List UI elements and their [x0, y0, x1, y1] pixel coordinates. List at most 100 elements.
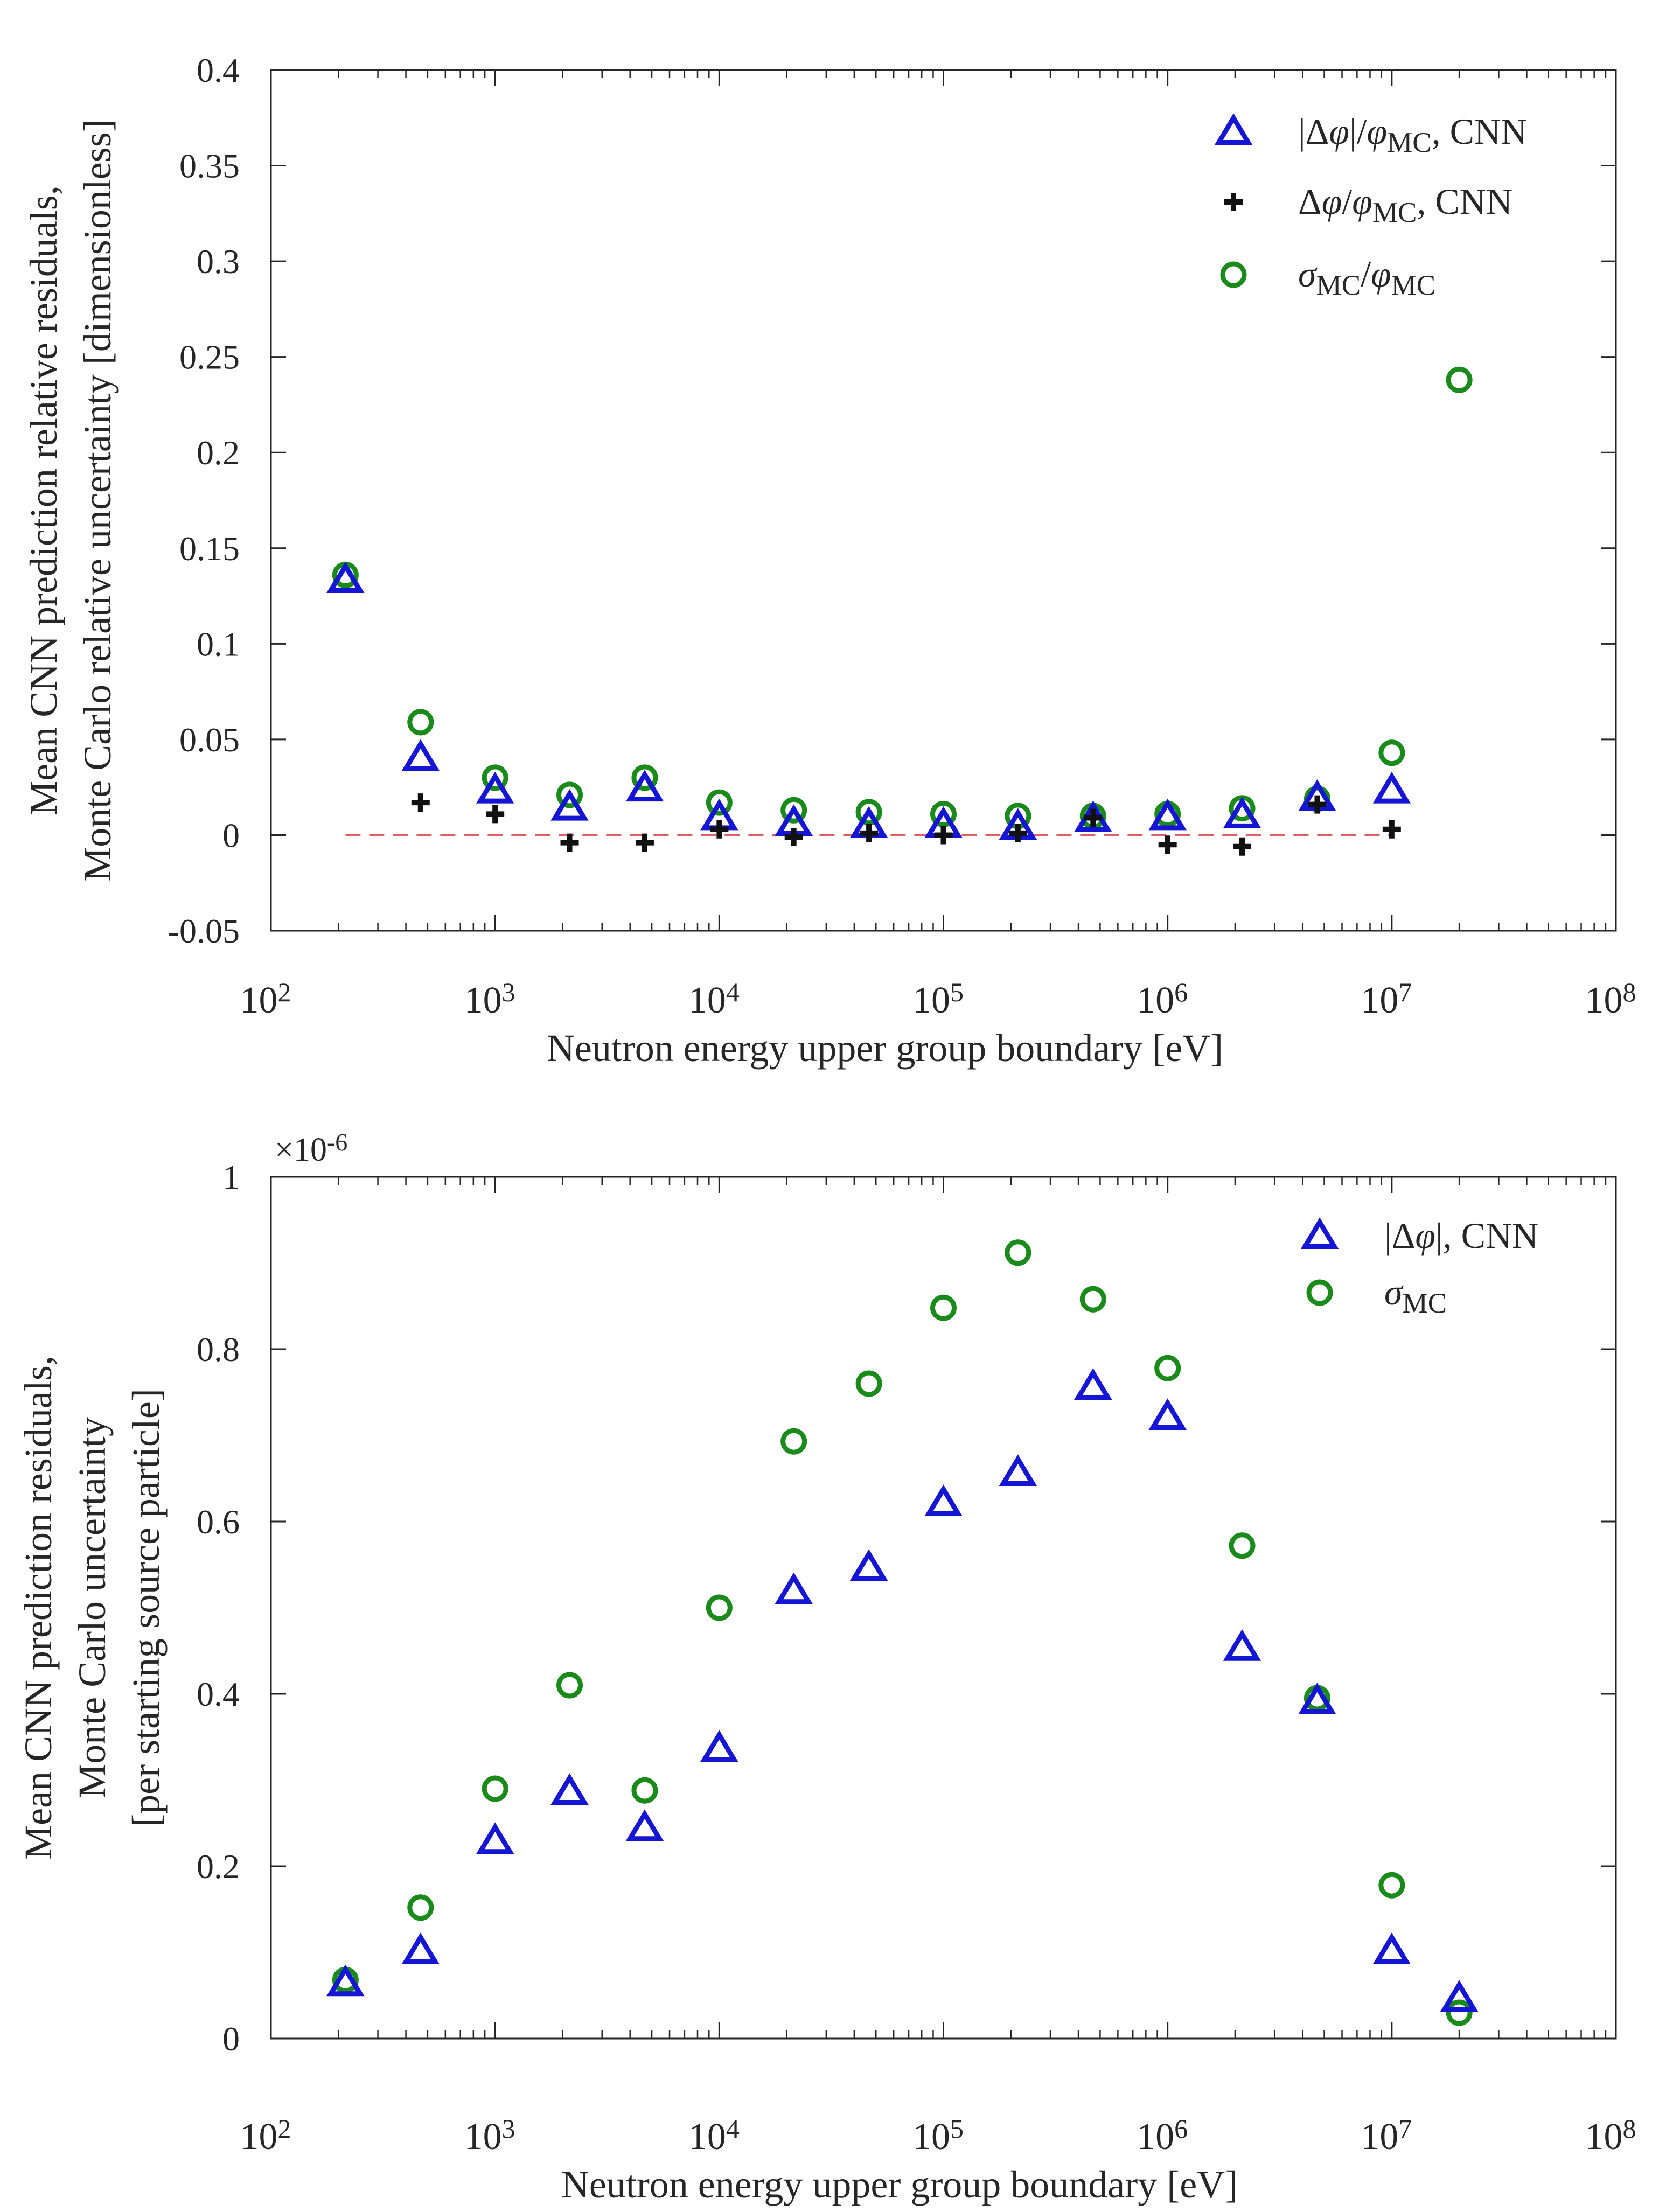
top-ytick-label: 0.1: [197, 625, 240, 663]
bottom-chart-xlabel: Neutron energy upper group boundary [eV]: [561, 2163, 1238, 2206]
top-point-triangle: [326, 561, 365, 594]
top-point-triangle: [401, 739, 440, 771]
bottom-point-triangle: [476, 1822, 514, 1854]
bottom-point-circle: [482, 1775, 508, 1802]
bottom-point-triangle: [924, 1484, 963, 1516]
top-chart-marks: [326, 366, 1473, 856]
bottom-xtick-label: 107: [1361, 2113, 1412, 2158]
bottom-point-circle: [930, 1294, 957, 1321]
bottom-point-circle: [1005, 1239, 1031, 1266]
bottom-ytick-label: 0.2: [197, 1847, 240, 1886]
bottom-point-circle: [631, 1777, 658, 1804]
top-ytick-label: -0.05: [168, 912, 240, 950]
bottom-point-circle: [1154, 1355, 1181, 1381]
top-legend-label: σMC/φMC: [1298, 254, 1435, 301]
bottom-legend-marker-triangle: [1300, 1217, 1339, 1249]
bottom-ytick-label: 0: [222, 2020, 240, 2058]
top-point-circle: [407, 709, 434, 736]
top-point-plus: [1308, 795, 1327, 814]
top-chart-ylabel: Mean CNN prediction relative residuals, M…: [22, 119, 119, 882]
top-point-triangle: [1372, 771, 1411, 804]
top-point-triangle: [476, 771, 514, 804]
bottom-point-circle: [1079, 1286, 1106, 1313]
top-ytick-label: 0.35: [179, 147, 240, 185]
bottom-legend-label: |Δφ|, CNN: [1384, 1215, 1538, 1256]
top-xtick-label: 102: [240, 977, 291, 1021]
bottom-ytick-label: 0.8: [197, 1330, 240, 1369]
bottom-point-circle: [1229, 1532, 1256, 1559]
bottom-y-multiplier: ×10-6: [275, 1128, 347, 1168]
bottom-point-circle: [1378, 1872, 1405, 1899]
bottom-chart-ticks: 0 0.2 0.4 0.6 0.8 1 102 103 104 105 106 107 108 ×10-6: [197, 1128, 1636, 2158]
bottom-xtick-label: 102: [240, 2113, 291, 2158]
top-ylabel-line: Monte Carlo relative uncertainty [dimens…: [76, 119, 119, 882]
top-point-plus: [1158, 835, 1177, 854]
top-xtick-label: 103: [464, 977, 515, 1021]
bottom-point-triangle: [849, 1549, 888, 1581]
top-legend-marker-triangle: [1214, 113, 1253, 145]
top-chart-legend: |Δφ|/φMC, CNN Δφ/φMC, CNN σMC/φMC: [1214, 111, 1527, 301]
bottom-legend-label: σMC: [1384, 1272, 1447, 1319]
top-chart: Mean CNN prediction relative residuals, M…: [22, 51, 1636, 1070]
top-point-plus: [934, 826, 953, 845]
bottom-point-triangle: [1074, 1368, 1112, 1400]
top-chart-ticks: -0.05 0 0.05 0.1 0.15 0.2 0.25 0.3 0.35 0.4 102 103…: [168, 51, 1636, 1021]
bottom-point-circle: [706, 1594, 733, 1621]
bottom-chart-ylabel: Mean CNN prediction residuals, Monte Carl…: [17, 1356, 168, 1860]
bottom-point-triangle: [401, 1932, 440, 1964]
top-point-circle: [855, 799, 882, 826]
top-point-plus: [1008, 824, 1027, 842]
top-xtick-label: 108: [1585, 977, 1636, 1021]
top-point-plus: [635, 833, 654, 852]
top-xtick-label: 106: [1137, 977, 1188, 1021]
bottom-point-circle: [407, 1894, 434, 1921]
bottom-ytick-label: 0.6: [197, 1503, 240, 1541]
top-point-plus: [560, 833, 579, 852]
top-point-plus: [1382, 820, 1401, 839]
top-point-circle: [556, 781, 583, 808]
top-point-plus: [411, 793, 430, 812]
top-point-plus: [710, 820, 729, 839]
top-xtick-label: 104: [688, 977, 740, 1021]
top-point-circle: [706, 789, 733, 816]
top-xtick-label: 107: [1361, 977, 1412, 1021]
bottom-xtick-label: 103: [464, 2113, 515, 2158]
top-point-triangle: [1148, 798, 1187, 831]
bottom-point-triangle: [1223, 1629, 1261, 1661]
bottom-point-triangle: [700, 1730, 738, 1762]
top-point-circle: [930, 800, 957, 827]
top-chart-xlabel: Neutron energy upper group boundary [eV]: [547, 1027, 1223, 1070]
bottom-ylabel-line: Mean CNN prediction residuals,: [17, 1356, 60, 1860]
bottom-point-triangle: [1440, 1980, 1479, 2012]
bottom-ylabel-line: Monte Carlo uncertainty: [71, 1417, 114, 1798]
bottom-point-triangle: [999, 1454, 1037, 1486]
bottom-point-triangle: [775, 1572, 813, 1604]
top-legend-label: Δφ/φMC, CNN: [1298, 181, 1512, 228]
top-ytick-label: 0: [222, 816, 240, 854]
bottom-point-circle: [1446, 1999, 1473, 2026]
top-point-triangle: [1223, 797, 1261, 828]
top-point-plus: [860, 824, 879, 842]
bottom-point-triangle: [625, 1809, 664, 1841]
top-ytick-label: 0.4: [197, 51, 240, 89]
top-ytick-label: 0.15: [179, 529, 240, 568]
top-ytick-label: 0.05: [179, 721, 240, 759]
bottom-xtick-label: 104: [688, 2113, 740, 2158]
bottom-ylabel-line: [per starting source particle]: [124, 1388, 168, 1827]
top-point-plus: [784, 828, 803, 846]
bottom-point-triangle: [326, 1964, 365, 1997]
top-ytick-label: 0.25: [179, 338, 240, 376]
top-point-circle: [1378, 739, 1405, 766]
top-ytick-label: 0.3: [197, 242, 240, 281]
bottom-chart-legend: |Δφ|, CNN σMC: [1300, 1215, 1538, 1319]
top-legend-marker-circle: [1220, 261, 1247, 288]
top-point-circle: [780, 797, 807, 824]
bottom-chart: Mean CNN prediction residuals, Monte Carl…: [17, 1128, 1636, 2206]
top-legend-marker-plus: [1224, 193, 1243, 211]
top-point-plus: [486, 805, 505, 824]
bottom-xtick-label: 108: [1585, 2113, 1636, 2158]
top-point-circle: [482, 764, 508, 791]
bottom-xtick-label: 106: [1137, 2113, 1188, 2158]
